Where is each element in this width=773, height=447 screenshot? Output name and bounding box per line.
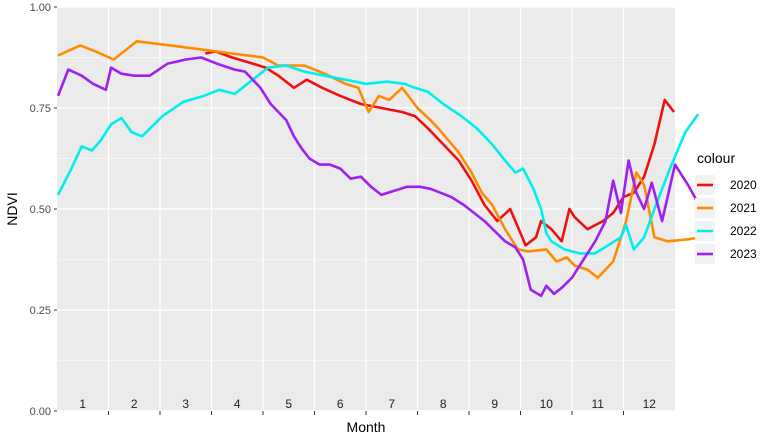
y-tick-label: 0.75 [30,103,51,115]
series-line-2021 [57,39,701,280]
y-tick-label: 1.00 [30,2,51,14]
y-tick-label: 0.25 [30,305,51,317]
series-line-2022 [56,64,700,255]
month-labels: 1 2 3 4 5 6 7 8 9 10 11 12 [79,397,656,411]
month-label: 5 [285,397,292,411]
axes: 0.00 0.25 0.50 0.75 1.00 [30,2,624,418]
y-tick-label: 0.00 [30,406,51,418]
y-tick-label: 0.50 [30,204,51,216]
y-axis-title: NDVI [4,192,20,225]
month-label: 4 [234,397,241,411]
month-label: 2 [131,397,138,411]
series-lines [56,39,701,298]
series-line-2023 [56,56,701,298]
legend-label-2020: 2020 [730,178,757,192]
legend-label-2022: 2022 [730,224,757,238]
month-label: 1 [79,397,86,411]
month-label: 8 [440,397,447,411]
legend: colour 2020 2021 2022 2023 [695,150,757,264]
month-label: 3 [182,397,189,411]
month-label: 7 [388,397,395,411]
legend-label-2021: 2021 [730,201,757,215]
month-label: 10 [540,397,554,411]
series-line-2020 [205,50,676,247]
legend-title: colour [697,150,735,166]
month-label: 6 [337,397,344,411]
month-label: 9 [491,397,498,411]
legend-items: 2020 2021 2022 2023 [695,175,757,264]
x-axis-title: Month [347,419,386,435]
month-label: 12 [643,397,657,411]
month-label: 11 [592,397,605,411]
legend-label-2023: 2023 [730,247,757,261]
